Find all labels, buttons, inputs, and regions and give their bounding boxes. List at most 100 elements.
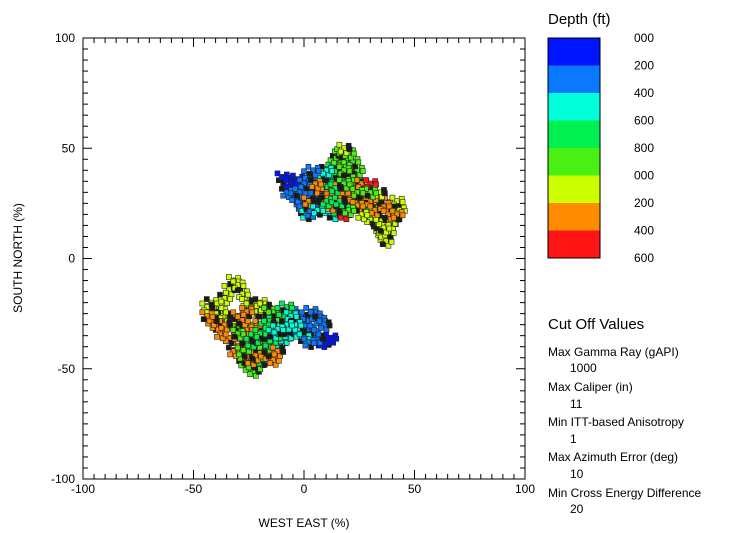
data-point — [351, 208, 357, 214]
data-point — [389, 208, 396, 214]
data-point — [301, 194, 307, 201]
color-scale-label: 400 — [634, 224, 654, 238]
data-point — [314, 185, 321, 192]
data-point — [302, 342, 309, 349]
data-point — [218, 325, 225, 331]
data-point — [378, 194, 385, 201]
data-point — [250, 361, 257, 368]
data-point — [392, 220, 398, 227]
data-point — [265, 309, 272, 316]
data-point — [324, 340, 331, 346]
data-point — [253, 373, 259, 379]
data-point — [252, 318, 259, 324]
color-scale-label: 200 — [634, 59, 654, 73]
data-point — [283, 309, 290, 316]
data-point — [255, 357, 261, 364]
data-point — [336, 141, 343, 148]
data-point — [364, 212, 371, 219]
data-point — [379, 241, 386, 247]
data-point — [293, 313, 300, 320]
data-point — [246, 348, 252, 355]
y-tick-label: -50 — [58, 362, 76, 376]
x-tick-label: 50 — [408, 482, 422, 496]
data-point — [256, 313, 263, 320]
data-point — [363, 177, 369, 183]
data-point — [219, 335, 226, 342]
data-point — [346, 146, 353, 152]
data-point — [332, 194, 338, 201]
data-point — [376, 221, 382, 227]
data-point — [274, 305, 281, 311]
data-point — [315, 168, 322, 174]
data-point — [217, 291, 223, 298]
x-tick-label: 0 — [301, 482, 308, 496]
data-point — [386, 203, 393, 210]
color-scale-band — [548, 65, 600, 93]
data-point — [261, 305, 268, 311]
data-point — [284, 184, 291, 190]
data-point — [396, 216, 403, 223]
data-point — [234, 344, 241, 351]
data-point — [206, 317, 213, 324]
data-point — [280, 349, 287, 355]
data-point — [329, 188, 335, 195]
data-point — [236, 351, 242, 358]
data-point — [222, 338, 229, 344]
plot-area — [82, 37, 526, 480]
data-point — [349, 199, 356, 205]
data-point — [311, 340, 317, 346]
data-point — [305, 163, 312, 170]
data-point — [209, 313, 216, 320]
data-point — [295, 198, 301, 205]
data-point — [245, 318, 251, 324]
data-point — [303, 305, 310, 311]
color-scale-title: Depth (ft) — [548, 11, 611, 28]
data-point — [243, 335, 250, 342]
data-point — [289, 305, 295, 311]
data-point — [239, 340, 245, 346]
data-point — [367, 203, 374, 210]
data-point — [364, 219, 371, 225]
data-point — [330, 207, 336, 214]
data-point — [218, 298, 225, 305]
data-point — [222, 289, 229, 296]
data-point — [234, 313, 241, 320]
data-point — [351, 192, 357, 199]
data-point — [240, 283, 247, 289]
data-point — [231, 333, 238, 340]
data-point — [359, 203, 366, 210]
color-scale-band — [548, 175, 600, 203]
data-point — [383, 229, 390, 236]
data-point — [355, 214, 362, 221]
color-scale-band — [548, 230, 600, 258]
x-tick-label: -100 — [71, 482, 95, 496]
data-point — [386, 225, 393, 232]
data-point — [239, 296, 245, 302]
data-point — [307, 190, 314, 197]
data-point — [289, 197, 295, 203]
data-point — [346, 168, 353, 174]
color-scale-label: 600 — [634, 251, 654, 265]
data-point — [329, 168, 335, 174]
data-point — [298, 309, 305, 316]
data-point — [199, 300, 206, 307]
data-point — [226, 274, 232, 280]
data-point — [230, 327, 237, 333]
data-point — [240, 331, 247, 338]
data-point — [241, 322, 248, 328]
data-point — [320, 335, 326, 342]
data-point — [317, 212, 323, 218]
color-scale-band — [548, 38, 600, 66]
data-point — [279, 300, 285, 307]
data-point — [227, 322, 233, 329]
color-scale-band — [548, 203, 600, 231]
data-point — [234, 287, 241, 294]
data-point — [325, 172, 332, 178]
data-point — [240, 347, 247, 353]
data-point — [265, 327, 272, 333]
color-scale-label: 800 — [634, 141, 654, 155]
data-point — [248, 331, 254, 338]
data-point — [245, 291, 251, 298]
data-point — [303, 185, 310, 192]
data-point — [348, 212, 354, 218]
